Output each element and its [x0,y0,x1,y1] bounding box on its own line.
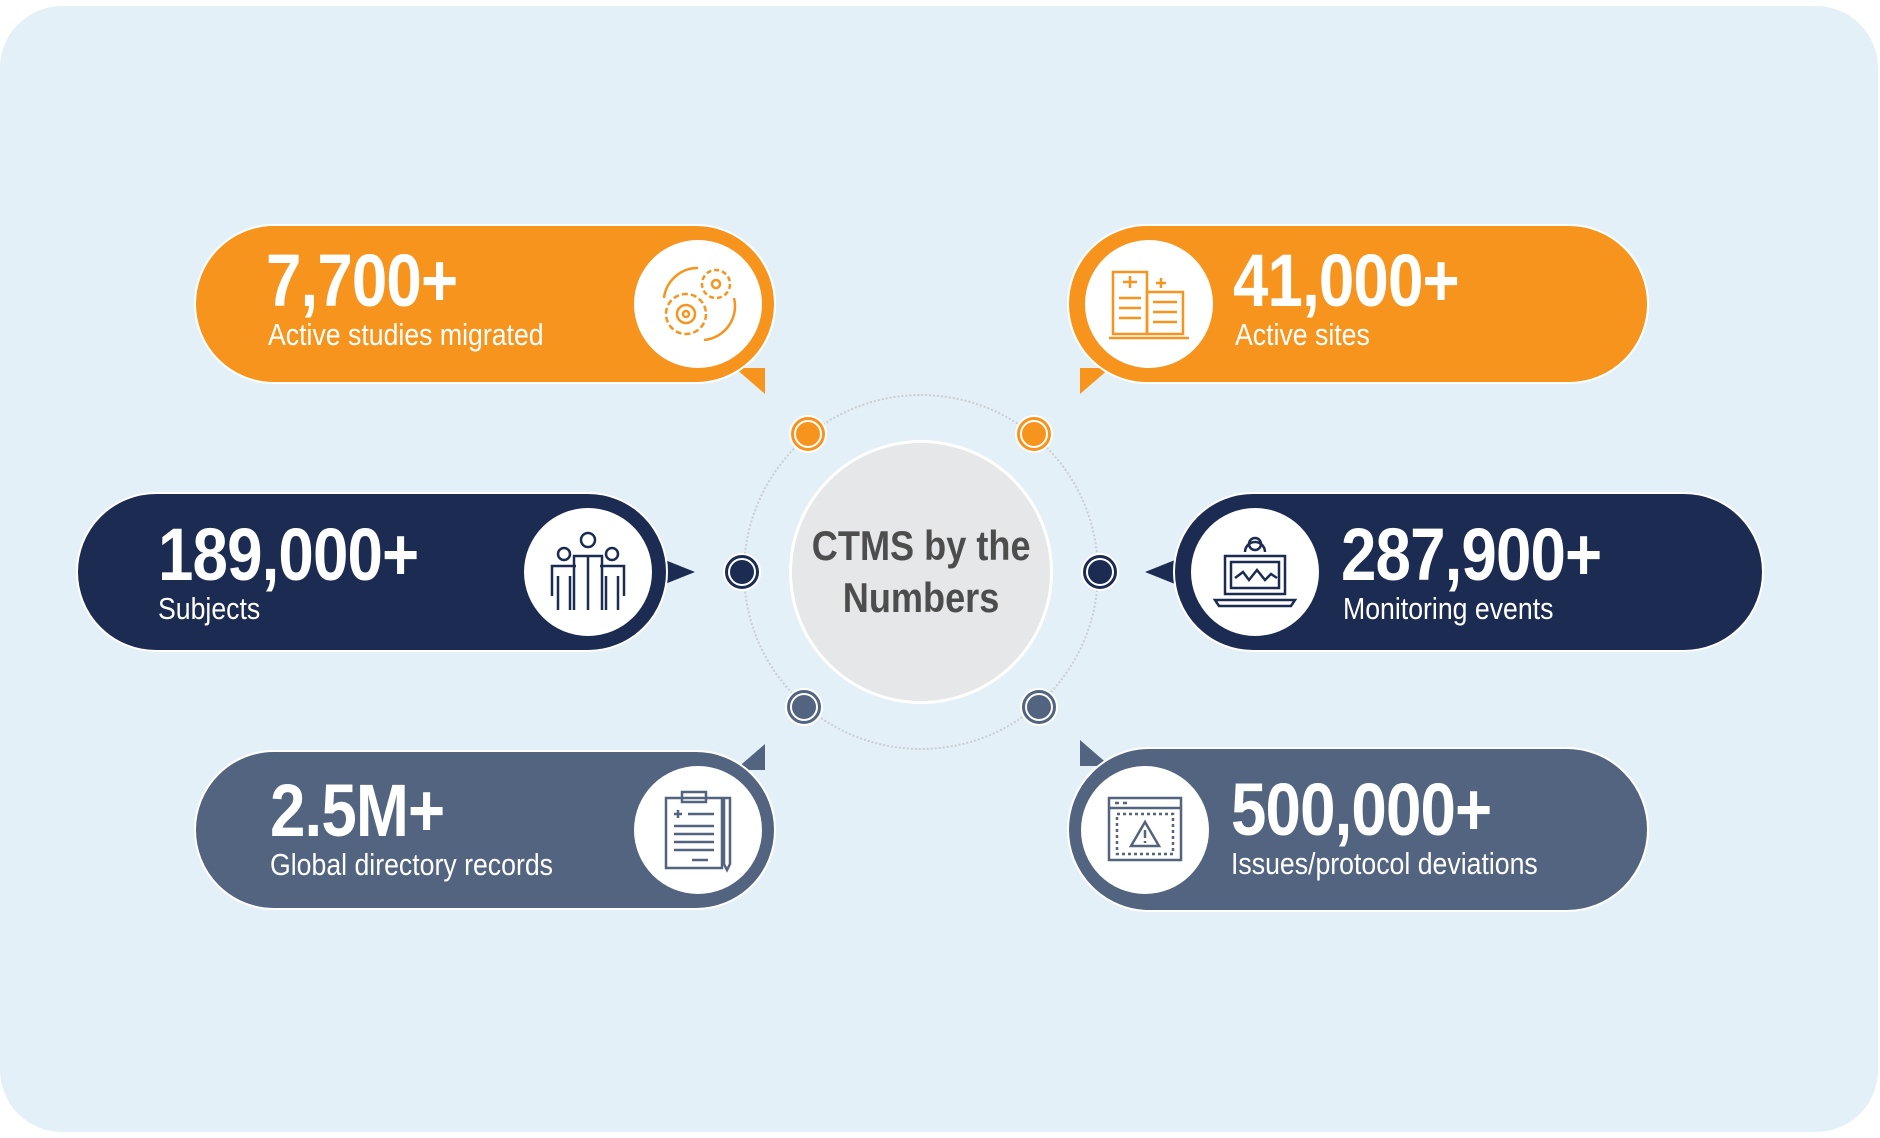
stat-value: 7,700+ [266,239,458,322]
stat-value: 500,000+ [1231,768,1492,851]
stat-card-monitoring: 287,900+ Monitoring events [1173,492,1764,652]
stat-value: 2.5M+ [270,769,445,852]
gears-icon [634,240,762,368]
people-group-icon [524,508,652,636]
stat-label: Monitoring events [1343,591,1554,626]
connector-dot-orange-right [1015,415,1053,453]
connector-dot-orange-left [789,415,827,453]
connector-dot-navy-right [1081,553,1119,591]
warning-window-icon [1081,765,1209,894]
stat-card-directory: 2.5M+ Global directory records [194,750,776,910]
stat-label: Active sites [1235,317,1370,352]
center-title-circle: CTMS by the Numbers [789,440,1053,704]
stat-label: Global directory records [270,847,554,882]
connector-dot-slate-left [785,688,823,726]
stat-value: 189,000+ [158,513,419,596]
center-title-line2: Numbers [842,574,1000,621]
connector-dot-slate-right [1020,688,1058,726]
stat-value: 41,000+ [1233,239,1460,322]
stat-card-subjects: 189,000+ Subjects [76,492,668,652]
stat-label: Issues/protocol deviations [1231,846,1538,881]
stat-card-studies: 7,700+ Active studies migrated [194,224,776,384]
stat-value: 287,900+ [1341,513,1602,596]
laptop-monitoring-icon [1191,508,1319,636]
stat-card-sites: 41,000+ Active sites [1067,224,1649,384]
stat-label: Subjects [158,591,261,626]
pill-tail [735,368,765,394]
connector-dot-navy-left [723,553,761,591]
stat-card-issues: 500,000+ Issues/protocol deviations [1067,747,1649,912]
hospital-building-icon [1085,240,1213,368]
clipboard-records-icon [634,766,762,894]
center-title-line1: CTMS by the [811,522,1031,569]
stat-label: Active studies migrated [268,317,544,352]
